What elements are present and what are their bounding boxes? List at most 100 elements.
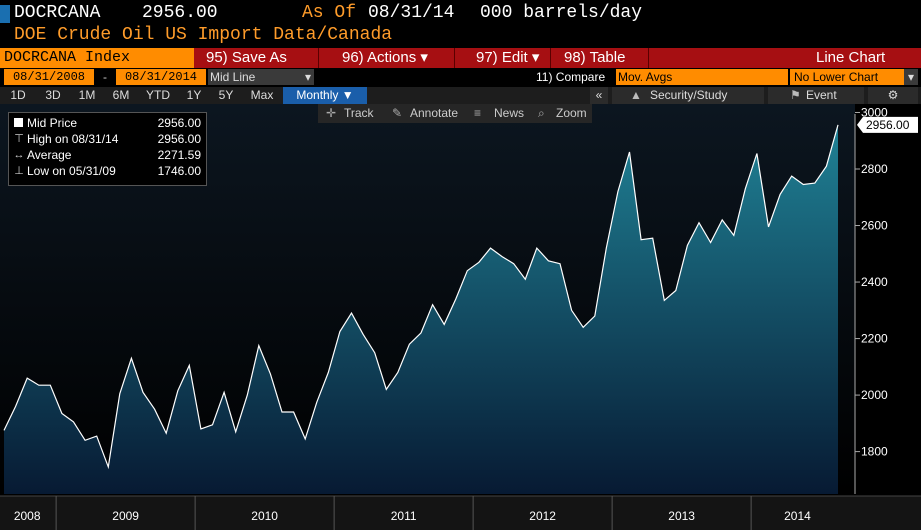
legend-label: Mid Price: [27, 116, 78, 130]
series-area: [4, 124, 838, 495]
end-date-field[interactable]: 08/31/2014: [116, 69, 206, 85]
ticker-marker: [0, 5, 10, 23]
data-point: [257, 344, 261, 348]
lower-chart-select[interactable]: No Lower Chart: [790, 69, 906, 85]
timeframe-1y[interactable]: 1Y: [186, 88, 202, 102]
data-point: [535, 246, 539, 250]
news-button[interactable]: News: [494, 106, 525, 120]
timeframe-3d[interactable]: 3D: [45, 88, 61, 102]
chart-type-label[interactable]: Line Chart: [816, 49, 886, 66]
data-point: [60, 412, 64, 416]
actions-menu[interactable]: 96) Actions ▾: [342, 49, 428, 66]
x-axis-strip: [0, 496, 921, 530]
data-point: [269, 372, 273, 376]
timeframe-row: 1D 3D 1M 6M YTD 1Y 5Y Max Monthly ▼ « ▲ …: [0, 87, 921, 104]
data-point: [373, 351, 377, 355]
legend-item-mid-price[interactable]: Mid Price 2956.00: [13, 115, 203, 131]
data-point: [350, 311, 354, 315]
save-as-button[interactable]: 95) Save As: [206, 49, 287, 66]
ticker: DOCRCANA: [14, 3, 101, 23]
mov-avgs-field[interactable]: Mov. Avgs: [616, 69, 788, 85]
legend-item-high: ⊤ High on 08/31/14 2956.00: [13, 131, 203, 147]
data-point: [292, 410, 296, 414]
data-point: [651, 236, 655, 240]
legend-value: 1746.00: [157, 164, 201, 178]
price-type-select[interactable]: Mid Line: [208, 69, 304, 85]
collapse-icon[interactable]: «: [590, 87, 608, 104]
data-point: [37, 383, 41, 387]
data-point: [361, 333, 365, 337]
legend-item-low: ⊥ Low on 05/31/09 1746.00: [13, 163, 203, 179]
title-bar: DOCRCANA 2956.00 As Of 08/31/14 000 barr…: [0, 3, 921, 25]
data-point: [732, 234, 736, 238]
annotate-button[interactable]: Annotate: [410, 106, 459, 120]
data-point: [222, 391, 226, 395]
data-point: [616, 190, 620, 194]
x-tick-label: 2011: [391, 509, 417, 523]
data-point: [802, 183, 806, 187]
timeframe-1d[interactable]: 1D: [10, 88, 26, 102]
timeframe-max[interactable]: Max: [250, 88, 274, 102]
index-field[interactable]: DOCRCANA Index: [0, 48, 194, 68]
track-button[interactable]: Track: [344, 106, 374, 120]
x-tick-label: 2008: [14, 509, 41, 523]
series-line: [3, 124, 839, 470]
x-tick-label: 2014: [784, 509, 811, 523]
timeframe-6m[interactable]: 6M: [112, 88, 130, 102]
legend-label: Average: [27, 148, 72, 162]
security-study-label: Security/Study: [650, 88, 728, 102]
data-point: [500, 255, 504, 259]
data-point: [558, 262, 562, 266]
data-point: [83, 439, 87, 443]
chart-tools: ✛ Track ✎ Annotate ≡ News ⌕ Zoom: [318, 104, 592, 123]
data-point: [663, 299, 667, 303]
data-point: [338, 330, 342, 334]
data-point: [442, 323, 446, 327]
data-point: [280, 410, 284, 414]
data-point: [755, 152, 759, 156]
gear-icon[interactable]: ⚙: [868, 87, 918, 104]
checkbox-icon[interactable]: [13, 115, 25, 131]
data-point: [431, 303, 435, 307]
x-tick-label: 2013: [668, 509, 695, 523]
timeframe-1m[interactable]: 1M: [78, 88, 96, 102]
data-point: [825, 164, 829, 168]
event-button[interactable]: ⚑ Event: [768, 87, 864, 104]
data-point: [836, 123, 840, 127]
x-tick-label: 2012: [529, 509, 556, 523]
chevron-down-icon[interactable]: ▾: [904, 69, 918, 85]
data-point: [107, 465, 111, 469]
y-tick-label: 3000: [861, 105, 888, 119]
data-point: [466, 269, 470, 273]
search-icon: ⌕: [538, 106, 545, 120]
period-select[interactable]: Monthly ▼: [283, 87, 367, 104]
start-date-field[interactable]: 08/31/2008: [4, 69, 94, 85]
security-study-button[interactable]: ▲ Security/Study: [612, 87, 764, 104]
data-point: [141, 391, 145, 395]
last-price: 2956.00: [142, 3, 218, 23]
zoom-button[interactable]: Zoom: [556, 106, 587, 120]
data-point: [234, 430, 238, 434]
last-value-tag: [857, 116, 918, 133]
data-point: [686, 244, 690, 248]
data-point: [408, 342, 412, 346]
y-tick-label: 2600: [861, 219, 888, 233]
data-point: [49, 383, 53, 387]
chevron-down-icon[interactable]: ▾: [302, 69, 314, 85]
data-point: [477, 261, 481, 265]
data-point: [315, 400, 319, 404]
edit-menu[interactable]: 97) Edit ▾: [476, 49, 540, 66]
timeframe-5y[interactable]: 5Y: [218, 88, 234, 102]
pencil-icon: ✎: [392, 106, 403, 120]
table-button[interactable]: 98) Table: [564, 49, 626, 66]
data-point: [95, 434, 99, 438]
news-icon: ≡: [474, 106, 482, 120]
timeframe-ytd[interactable]: YTD: [146, 88, 170, 102]
data-point: [188, 364, 192, 368]
data-point: [396, 371, 400, 375]
compare-button[interactable]: 11) Compare: [536, 70, 606, 84]
data-point: [767, 225, 771, 229]
data-point: [813, 181, 817, 185]
y-tick-label: 1800: [861, 445, 888, 459]
